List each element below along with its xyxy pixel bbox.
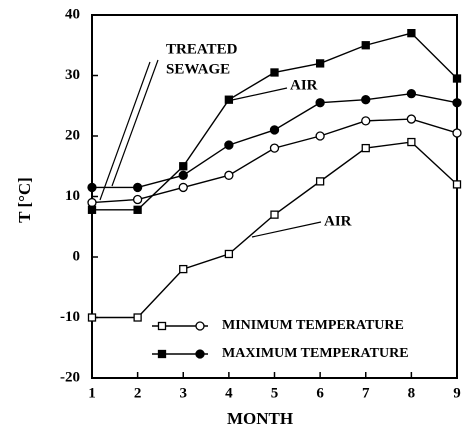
point bbox=[132, 194, 143, 205]
point bbox=[406, 89, 417, 99]
annotation: AIR bbox=[290, 77, 318, 93]
point bbox=[178, 170, 188, 180]
point bbox=[224, 140, 234, 150]
annotation-pointer bbox=[251, 221, 322, 238]
point bbox=[179, 264, 188, 274]
annotation: TREATED bbox=[166, 41, 238, 57]
point bbox=[270, 210, 279, 219]
point bbox=[452, 98, 462, 108]
point bbox=[452, 128, 462, 138]
point bbox=[407, 28, 416, 38]
point bbox=[87, 197, 97, 208]
point bbox=[133, 205, 142, 214]
y-axis-label: T [°C] bbox=[15, 177, 34, 223]
point bbox=[315, 177, 325, 186]
point bbox=[132, 182, 143, 193]
annotation: AIR bbox=[324, 213, 352, 229]
point bbox=[452, 180, 462, 189]
point bbox=[224, 95, 234, 104]
series-line bbox=[92, 141, 458, 319]
point bbox=[315, 98, 325, 108]
point bbox=[361, 116, 371, 126]
x-tick-label: 6 bbox=[316, 385, 324, 401]
y-tick-label: 40 bbox=[65, 6, 80, 22]
y-tick-label: 0 bbox=[73, 248, 81, 264]
x-axis-label: MONTH bbox=[227, 409, 293, 428]
x-tick-label: 3 bbox=[180, 385, 188, 401]
legend-marker bbox=[157, 349, 167, 359]
x-tick-label: 8 bbox=[408, 385, 416, 401]
point bbox=[361, 41, 370, 50]
point bbox=[224, 249, 234, 259]
legend-marker bbox=[195, 321, 205, 331]
y-tick-label: 30 bbox=[65, 67, 80, 83]
point bbox=[270, 68, 279, 77]
point bbox=[87, 205, 97, 214]
annotation: SEWAGE bbox=[166, 61, 230, 77]
x-tick-label: 9 bbox=[453, 385, 461, 401]
annotation-pointer bbox=[111, 59, 159, 187]
point bbox=[179, 162, 188, 171]
legend-marker bbox=[157, 321, 167, 331]
point bbox=[224, 170, 234, 180]
point bbox=[269, 125, 280, 135]
y-tick-label: 20 bbox=[65, 127, 80, 143]
y-tick-label: -10 bbox=[60, 309, 80, 325]
annotation-pointer bbox=[99, 61, 151, 201]
point bbox=[315, 59, 325, 68]
point bbox=[361, 95, 371, 105]
legend-marker bbox=[195, 349, 205, 359]
y-tick-label: -20 bbox=[60, 369, 80, 385]
point bbox=[178, 182, 188, 193]
series-line bbox=[92, 92, 458, 189]
point bbox=[452, 74, 462, 83]
point bbox=[269, 143, 280, 153]
x-tick-label: 7 bbox=[362, 385, 370, 401]
point bbox=[361, 143, 370, 153]
point bbox=[87, 313, 97, 322]
legend-label: MINIMUM TEMPERATURE bbox=[222, 318, 404, 333]
point bbox=[406, 114, 417, 124]
x-tick-label: 4 bbox=[225, 385, 233, 401]
x-tick-label: 5 bbox=[271, 385, 279, 401]
point bbox=[315, 131, 325, 141]
series-line bbox=[92, 32, 458, 211]
legend-label: MAXIMUM TEMPERATURE bbox=[222, 346, 409, 361]
point bbox=[133, 313, 142, 322]
point bbox=[87, 182, 97, 193]
x-tick-label: 2 bbox=[134, 385, 142, 401]
y-tick-label: 10 bbox=[65, 188, 80, 204]
point bbox=[407, 137, 416, 147]
annotation-pointer bbox=[231, 87, 288, 101]
x-tick-label: 1 bbox=[88, 385, 96, 401]
